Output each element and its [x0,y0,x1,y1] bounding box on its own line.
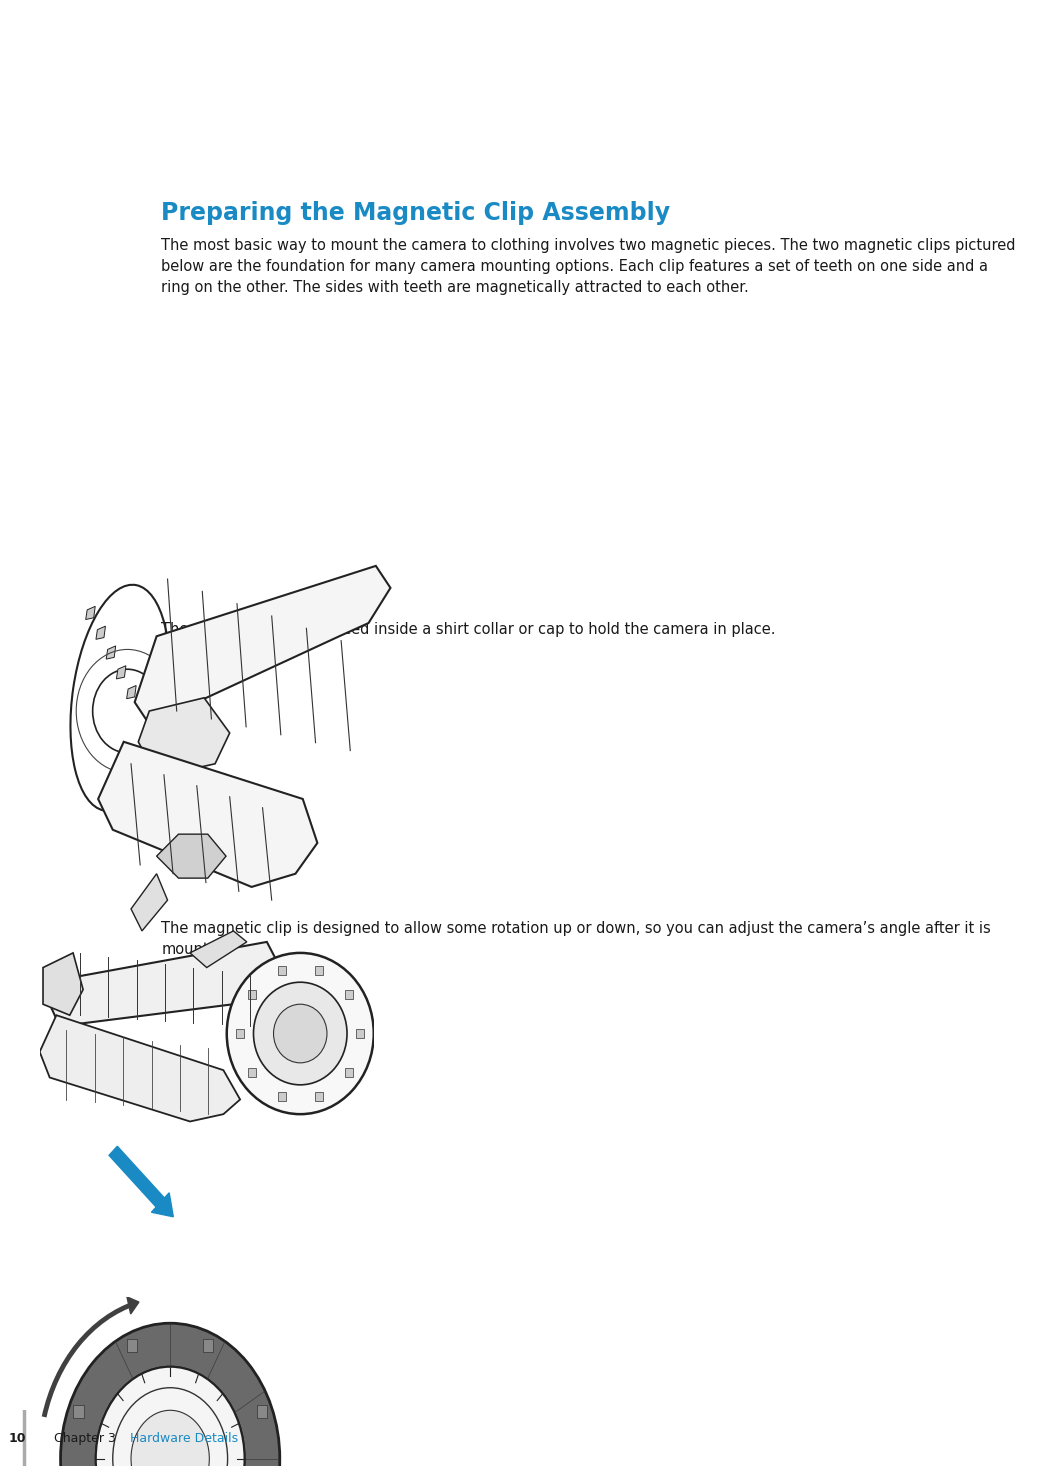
Circle shape [130,1410,209,1466]
Polygon shape [203,1338,213,1352]
Text: Hardware Details: Hardware Details [130,1432,239,1444]
Polygon shape [157,834,226,878]
Polygon shape [126,686,136,699]
Text: 10: 10 [8,1432,26,1444]
Polygon shape [116,666,126,679]
Polygon shape [247,1067,256,1076]
Circle shape [96,1366,244,1466]
Polygon shape [247,991,256,1000]
Polygon shape [315,1092,323,1101]
Polygon shape [315,966,323,975]
Polygon shape [130,874,167,931]
Polygon shape [257,1406,267,1418]
Polygon shape [86,607,95,620]
Polygon shape [356,1029,364,1038]
Polygon shape [73,1406,84,1418]
Text: The other clip can be placed inside a shirt collar or cap to hold the camera in : The other clip can be placed inside a sh… [161,622,776,636]
Polygon shape [345,1067,353,1076]
Polygon shape [96,626,105,639]
Polygon shape [345,991,353,1000]
Text: Chapter 3: Chapter 3 [54,1432,116,1444]
Polygon shape [40,1014,240,1121]
Circle shape [254,982,347,1085]
Polygon shape [106,647,116,660]
Circle shape [274,1004,327,1063]
FancyArrow shape [109,1146,173,1217]
Circle shape [227,953,374,1114]
Text: Preparing the Magnetic Clip Assembly: Preparing the Magnetic Clip Assembly [161,201,670,224]
FancyArrow shape [127,1297,139,1314]
Polygon shape [135,566,390,724]
Polygon shape [138,698,230,777]
Polygon shape [190,931,246,968]
Polygon shape [61,1324,280,1466]
Polygon shape [278,966,286,975]
Polygon shape [278,1092,286,1101]
Polygon shape [50,941,280,1026]
Polygon shape [43,953,84,1014]
Text: The magnetic clip is designed to allow some rotation up or down, so you can adju: The magnetic clip is designed to allow s… [161,921,991,957]
Polygon shape [236,1029,244,1038]
Polygon shape [127,1338,138,1352]
Polygon shape [98,742,317,887]
Text: The most basic way to mount the camera to clothing involves two magnetic pieces.: The most basic way to mount the camera t… [161,237,1016,295]
